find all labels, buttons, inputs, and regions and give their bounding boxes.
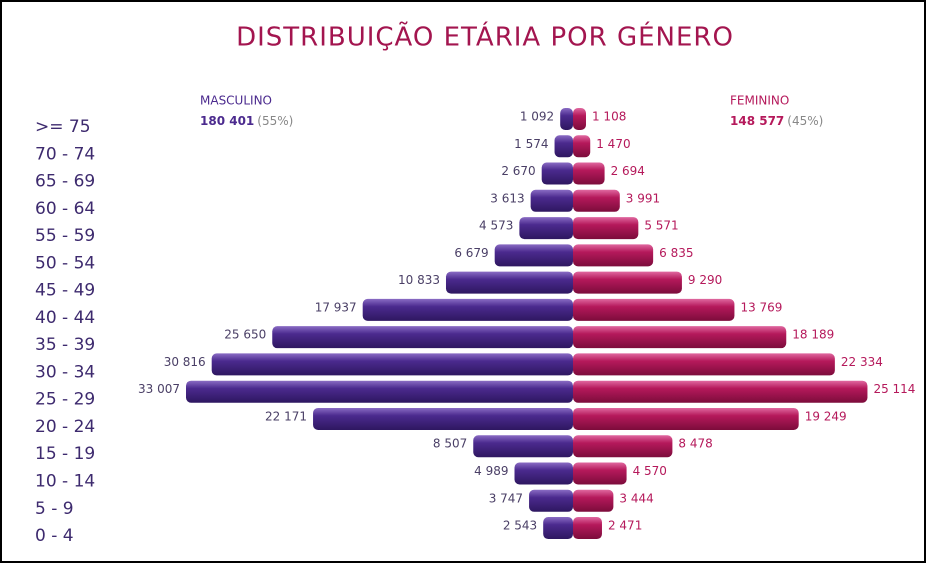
- value-label: 9 290: [688, 273, 722, 287]
- category-label: 60 - 64: [35, 199, 95, 219]
- value-label: 8 507: [433, 437, 467, 451]
- value-label: 6 679: [454, 246, 488, 260]
- category-label: 65 - 69: [35, 172, 95, 192]
- category-label: 10 - 14: [35, 472, 95, 492]
- bar: [560, 108, 573, 130]
- value-label: 2 543: [503, 519, 537, 533]
- value-label: 1 108: [592, 110, 626, 124]
- bar: [445, 271, 573, 294]
- value-label: 25 650: [224, 328, 266, 342]
- bar: [573, 435, 673, 458]
- chart-title: DISTRIBUIÇÃO ETÁRIA POR GÉNERO: [236, 21, 734, 53]
- bar: [573, 162, 605, 185]
- category-label: 0 - 4: [35, 526, 74, 546]
- value-label: 22 171: [265, 409, 307, 423]
- bar: [573, 217, 639, 240]
- value-label: 18 189: [792, 328, 834, 342]
- value-label: 10 833: [398, 273, 440, 287]
- bar: [313, 407, 573, 430]
- value-label: 4 989: [474, 464, 508, 478]
- bar: [573, 489, 614, 512]
- value-label: 2 471: [608, 519, 642, 533]
- value-label: 17 937: [315, 300, 357, 314]
- bar: [573, 353, 835, 376]
- bar: [362, 298, 573, 321]
- value-label: 33 007: [138, 382, 180, 396]
- legend-name: MASCULINO: [200, 94, 272, 108]
- category-label: 20 - 24: [35, 417, 95, 437]
- bar: [573, 189, 620, 212]
- bar: [514, 462, 573, 485]
- value-label: 3 444: [619, 491, 653, 505]
- bar: [573, 271, 682, 294]
- value-label: 22 334: [841, 355, 883, 369]
- bar: [573, 298, 735, 321]
- legend-total: 180 401 (55%): [200, 114, 293, 128]
- legend-total: 148 577 (45%): [730, 114, 823, 128]
- bar: [573, 108, 586, 130]
- bar: [530, 189, 573, 212]
- value-label: 25 114: [873, 382, 915, 396]
- value-label: 8 478: [678, 437, 712, 451]
- bar: [573, 407, 799, 430]
- value-label: 1 092: [520, 110, 554, 124]
- legend-total-value: 148 577: [730, 114, 784, 128]
- value-label: 2 670: [501, 164, 535, 178]
- category-label: 50 - 54: [35, 253, 95, 273]
- value-label: 6 835: [659, 246, 693, 260]
- category-label: 25 - 29: [35, 390, 95, 410]
- category-label: 40 - 44: [35, 308, 95, 328]
- category-label: 45 - 49: [35, 281, 95, 301]
- category-label: 15 - 19: [35, 444, 95, 464]
- category-label: 70 - 74: [35, 144, 95, 164]
- bar: [573, 326, 787, 349]
- bar: [554, 135, 573, 158]
- value-label: 4 570: [633, 464, 667, 478]
- value-label: 19 249: [805, 409, 847, 423]
- legend-share: (55%): [257, 114, 293, 128]
- bar: [573, 517, 602, 540]
- value-label: 1 470: [596, 137, 630, 151]
- bar: [573, 244, 654, 267]
- bar: [573, 380, 868, 403]
- bar: [272, 326, 573, 349]
- category-label: 30 - 34: [35, 362, 95, 382]
- bar: [573, 462, 627, 485]
- bar: [541, 162, 573, 185]
- value-label: 3 613: [490, 191, 524, 205]
- value-label: 3 991: [626, 191, 660, 205]
- value-label: 30 816: [164, 355, 206, 369]
- bar: [573, 135, 591, 158]
- value-label: 3 747: [489, 491, 523, 505]
- bar: [543, 517, 573, 540]
- category-label: >= 75: [35, 117, 91, 137]
- bar: [494, 244, 573, 267]
- value-label: 1 574: [514, 137, 548, 151]
- bar: [519, 217, 573, 240]
- value-label: 4 573: [479, 219, 513, 233]
- value-label: 5 571: [644, 219, 678, 233]
- legend-total-value: 180 401: [200, 114, 254, 128]
- legend-name: FEMININO: [730, 94, 789, 108]
- category-label: 35 - 39: [35, 335, 95, 355]
- bar: [473, 435, 573, 458]
- category-label: 5 - 9: [35, 499, 74, 519]
- bar: [211, 353, 573, 376]
- bar: [186, 380, 573, 403]
- category-label: 55 - 59: [35, 226, 95, 246]
- value-label: 2 694: [611, 164, 645, 178]
- legend-share: (45%): [787, 114, 823, 128]
- value-label: 13 769: [740, 300, 782, 314]
- bar: [529, 489, 573, 512]
